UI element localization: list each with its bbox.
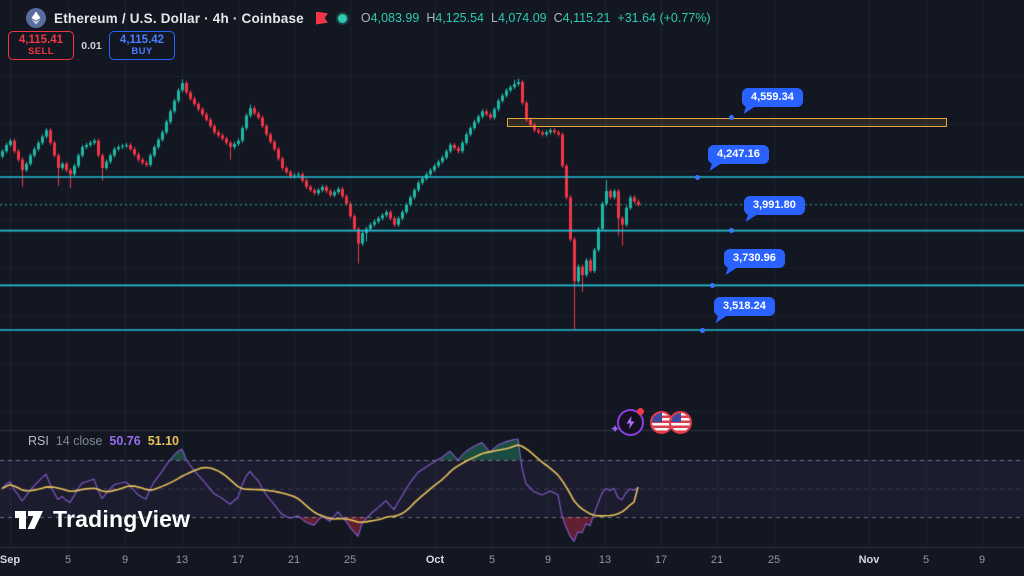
- symbol-title[interactable]: Ethereum / U.S. Dollar · 4h · Coinbase: [54, 10, 304, 26]
- time-tick-9: 9: [978, 554, 986, 566]
- event-markers: ✦: [610, 408, 692, 436]
- time-tick-21: 21: [710, 554, 724, 566]
- open-value: 4,083.99: [370, 11, 420, 25]
- change-value: +31.64 (+0.77%): [617, 11, 711, 25]
- tradingview-logo-icon: [15, 510, 43, 529]
- rsi-params: 14 close: [55, 434, 103, 448]
- market-status-icon[interactable]: [337, 13, 347, 23]
- buy-button[interactable]: 4,115.42 BUY: [109, 31, 175, 60]
- time-tick-13: 13: [175, 554, 189, 566]
- watermark-text: TradingView: [53, 506, 191, 532]
- symbol-header: Ethereum / U.S. Dollar · 4h · Coinbase O…: [26, 7, 711, 29]
- us-flag-event-icon[interactable]: [669, 411, 692, 434]
- price-callout[interactable]: 4,247.16: [708, 145, 769, 164]
- time-tick-25: 25: [767, 554, 781, 566]
- notification-dot: [637, 408, 644, 415]
- sparkle-icon: ✦: [610, 422, 621, 436]
- red-flag-icon[interactable]: [315, 11, 328, 25]
- callout-anchor-dot: [729, 115, 734, 121]
- ai-spark-event-icon[interactable]: ✦: [610, 408, 644, 436]
- callout-anchor-dot: [729, 228, 734, 234]
- price-callout[interactable]: 3,991.80: [744, 196, 805, 215]
- time-tick-5: 5: [488, 554, 496, 566]
- time-tick-9: 9: [544, 554, 552, 566]
- callout-anchor-dot: [695, 174, 700, 180]
- ohlc-readout: O4,083.99 H4,125.54 L4,074.09 C4,115.21 …: [360, 11, 711, 25]
- close-value: 4,115.21: [562, 11, 611, 25]
- time-tick-nov: Nov: [858, 554, 880, 566]
- order-panel: 4,115.41 SELL 0.01 4,115.42 BUY: [8, 31, 175, 60]
- spread-value: 0.01: [81, 39, 102, 52]
- high-value: 4,125.54: [435, 11, 485, 25]
- low-value: 4,074.09: [497, 11, 547, 25]
- ethereum-logo-icon: [26, 8, 46, 28]
- time-tick-17: 17: [654, 554, 668, 566]
- price-callout[interactable]: 3,730.96: [724, 249, 785, 268]
- tradingview-watermark: TradingView: [14, 506, 190, 533]
- rsi-legend: RSI 14 close 50.76 51.10: [28, 434, 179, 448]
- rsi-value: 50.76: [109, 434, 141, 448]
- time-tick-17: 17: [231, 554, 245, 566]
- time-tick-21: 21: [287, 554, 301, 566]
- price-callout[interactable]: 3,518.24: [714, 297, 775, 316]
- callout-anchor-dot: [710, 282, 715, 288]
- rsi-name[interactable]: RSI: [28, 434, 49, 448]
- price-callout[interactable]: 4,559.34: [742, 88, 803, 107]
- time-tick-9: 9: [121, 554, 129, 566]
- time-tick-sep: Sep: [0, 554, 21, 566]
- time-tick-25: 25: [343, 554, 357, 566]
- supply-zone-box[interactable]: [507, 117, 947, 127]
- rsi-ma-value: 51.10: [147, 434, 179, 448]
- time-tick-13: 13: [598, 554, 612, 566]
- time-tick-5: 5: [64, 554, 72, 566]
- time-tick-oct: Oct: [425, 554, 445, 566]
- callout-anchor-dot: [700, 327, 705, 333]
- sell-button[interactable]: 4,115.41 SELL: [8, 31, 74, 60]
- time-axis[interactable]: Sep 5 9 13 17 21 25 Oct 5 9 13 17 21 25 Nov 5 9: [0, 548, 1024, 576]
- time-tick-5: 5: [922, 554, 930, 566]
